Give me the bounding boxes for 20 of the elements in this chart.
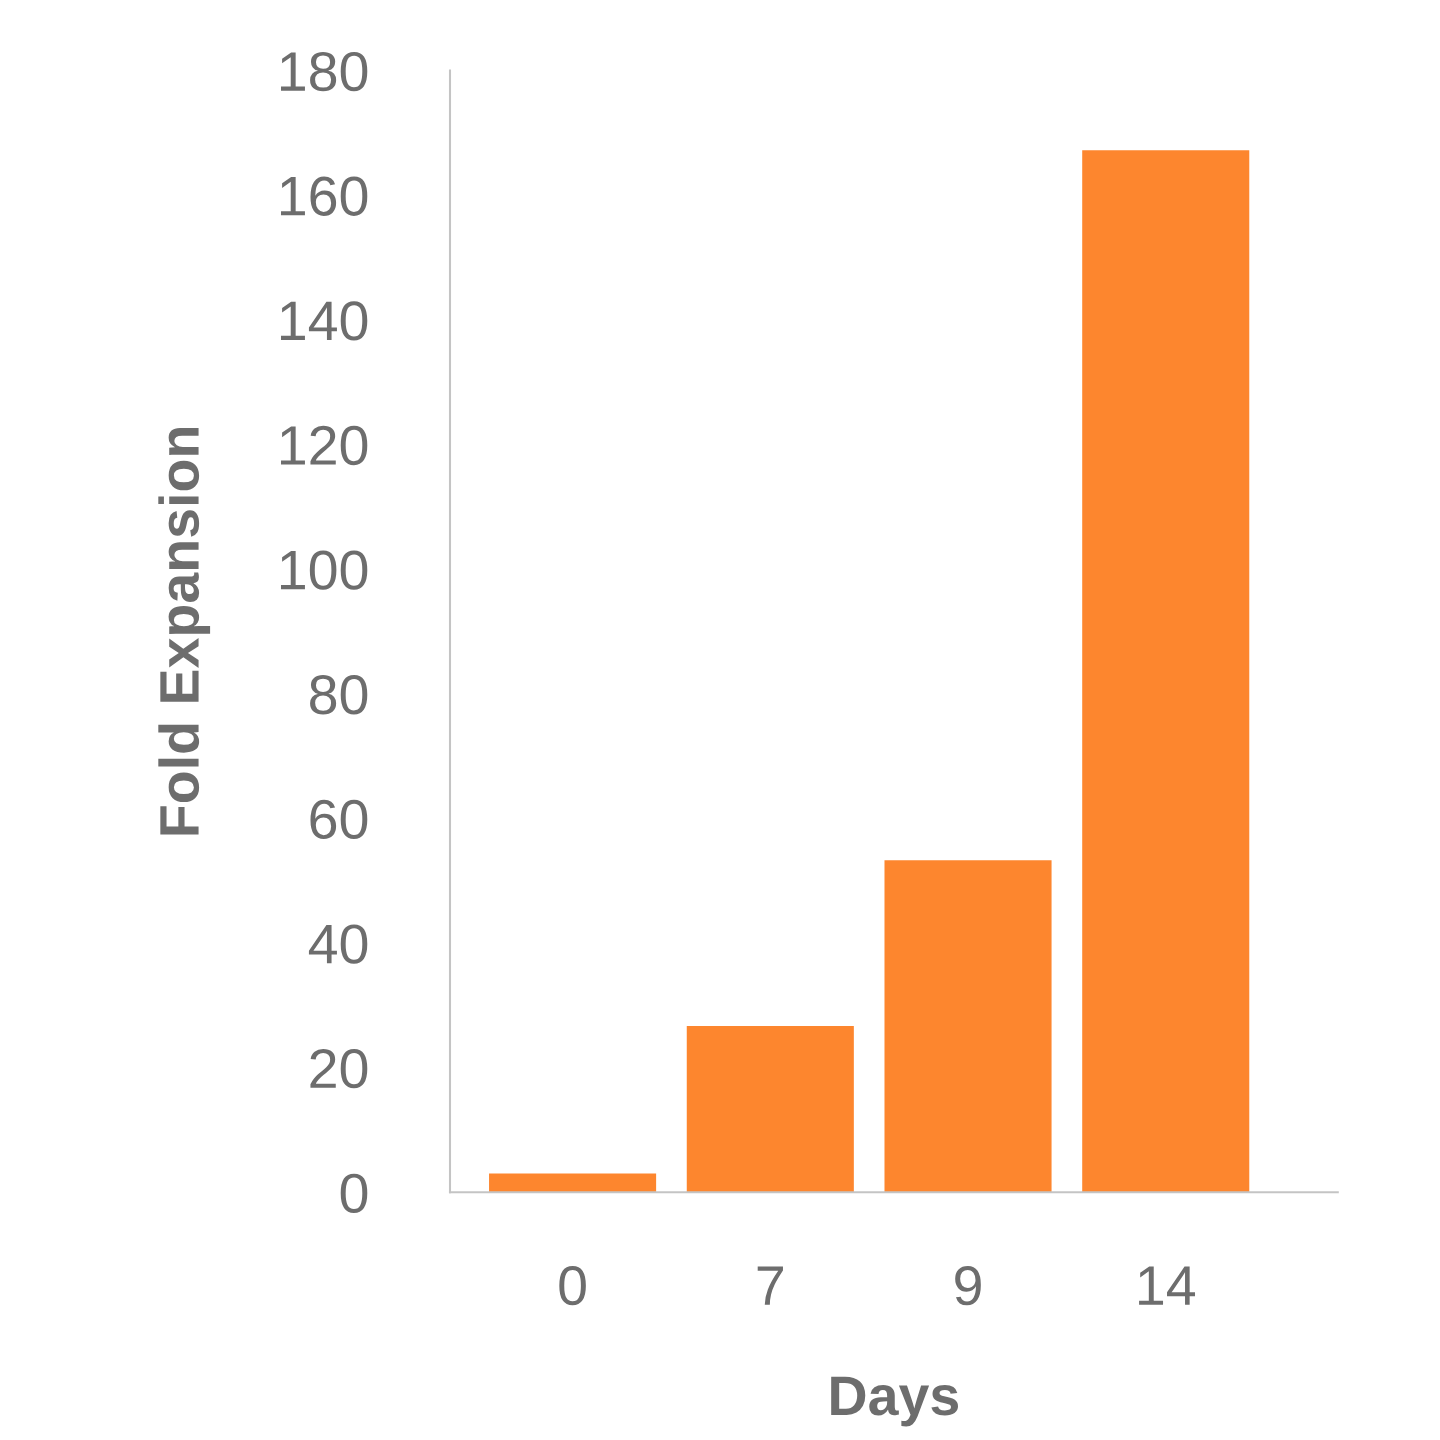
bar: [884, 860, 1052, 1193]
y-tick-label: 100: [281, 550, 368, 590]
x-tick-label: 9: [955, 1266, 981, 1306]
x-tick-label: 14: [1139, 1266, 1196, 1305]
x-tick-label: 0: [559, 1266, 586, 1306]
x-axis-title: Days: [831, 1376, 959, 1427]
y-tick-label: 180: [281, 51, 368, 92]
x-tick-label: 7: [757, 1266, 783, 1305]
y-axis-title: Fold Expansion: [158, 428, 211, 835]
y-tick-label: 0: [340, 1173, 368, 1213]
y-tick-label: 80: [310, 675, 368, 715]
y-tick-label: 40: [308, 924, 368, 964]
bar: [489, 1173, 657, 1193]
bar: [1082, 150, 1250, 1193]
y-tick-label: 60: [310, 799, 368, 840]
y-tick-label: 20: [310, 1049, 368, 1089]
bar: [686, 1025, 854, 1193]
y-tick-label: 120: [281, 425, 368, 466]
y-tick-label: 140: [281, 301, 368, 341]
y-tick-label: 160: [281, 176, 368, 216]
